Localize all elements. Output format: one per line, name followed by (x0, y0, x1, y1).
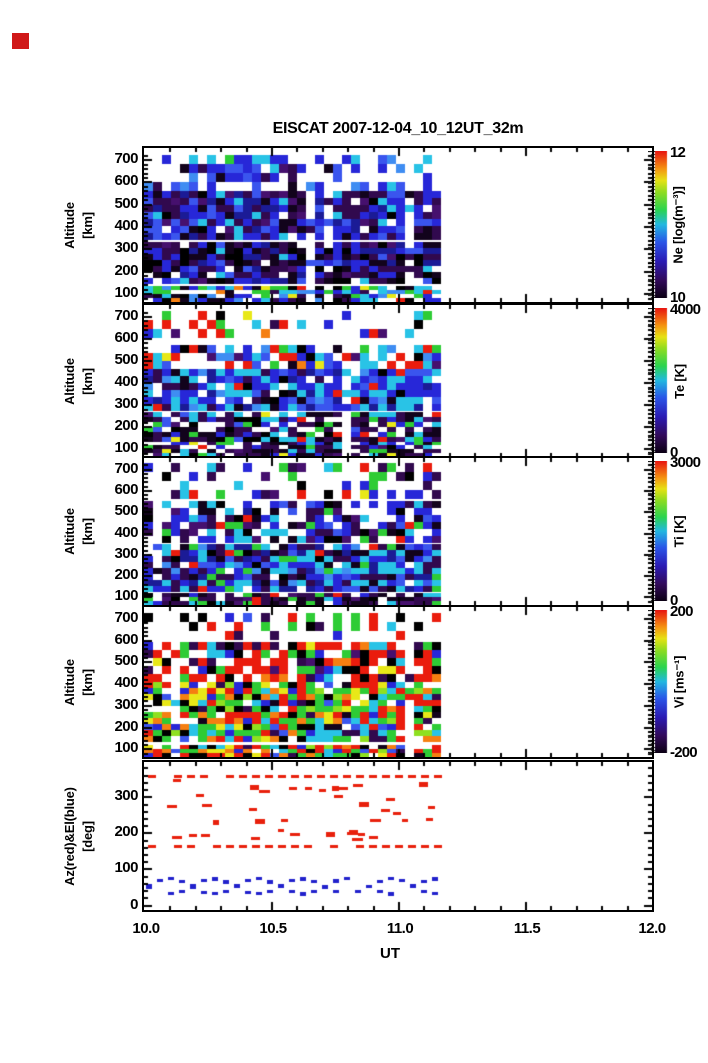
panel-ne (142, 146, 654, 304)
panel-canvas-ne (144, 148, 652, 302)
axis-label-text: [km] (79, 668, 95, 696)
figure-title: EISCAT 2007-12-04_10_12UT_32m (272, 120, 524, 137)
y-tick-label: 300 (114, 545, 138, 562)
y-tick-label: 600 (114, 481, 138, 498)
altitude-axis-label: Altitude (60, 305, 78, 457)
y-tick-label: 0 (130, 896, 138, 913)
colorbar-title-text: Ti [K] (671, 515, 687, 548)
axis-label-text: Altitude (61, 201, 77, 249)
colorbar-ne (648, 151, 668, 298)
y-tick-label: 100 (114, 284, 138, 301)
panel-canvas-vi (144, 607, 652, 757)
altitude-axis-label: Altitude (60, 458, 78, 605)
y-tick-label: 600 (114, 631, 138, 648)
y-tick-label: 100 (114, 587, 138, 604)
y-tick-label: 200 (114, 823, 138, 840)
panel-canvas-te (144, 305, 652, 457)
y-tick-label: 100 (114, 439, 138, 456)
deg-axis-label: Az(red)&El(blue) (60, 762, 78, 910)
colorbar-vi (648, 610, 668, 753)
altitude-axis-label: Altitude (60, 148, 78, 302)
y-tick-label: 300 (114, 696, 138, 713)
colorbar-title: Vi [ms⁻¹] (662, 607, 696, 757)
colorbar-max-label: 12 (670, 144, 686, 161)
colorbar-title-text: Te [K] (671, 363, 687, 399)
altitude-axis-label: Altitude (60, 607, 78, 757)
axis-label-text: [km] (79, 211, 95, 239)
y-tick-label: 600 (114, 329, 138, 346)
y-tick-label: 300 (114, 239, 138, 256)
colorbar-ti (648, 461, 668, 601)
colorbar-title-text: Ne [log(m⁻³)] (671, 186, 687, 264)
y-tick-label: 300 (114, 395, 138, 412)
x-tick-label: 11.5 (513, 920, 541, 937)
y-tick-label: 100 (114, 739, 138, 756)
colorbar-title-text: Vi [ms⁻¹] (671, 655, 686, 709)
colorbar-title: Ne [log(m⁻³)] (662, 148, 696, 302)
panel-vi (142, 605, 654, 759)
y-tick-label: 300 (114, 787, 138, 804)
y-tick-label: 400 (114, 373, 138, 390)
y-tick-label: 500 (114, 195, 138, 212)
colorbar-min-label: 10 (670, 289, 686, 306)
panel-canvas-azel (144, 762, 652, 910)
y-tick-label: 400 (114, 674, 138, 691)
y-tick-label: 500 (114, 652, 138, 669)
axis-label-text: Altitude (61, 508, 77, 555)
axis-label-text: Altitude (61, 658, 77, 706)
y-tick-label: 200 (114, 262, 138, 279)
x-tick-label: 12.0 (638, 920, 666, 937)
y-tick-label: 200 (114, 718, 138, 735)
x-axis-label: UT (380, 945, 400, 962)
y-tick-label: 500 (114, 351, 138, 368)
x-tick-label: 11.0 (386, 920, 414, 937)
colorbar-max-label: 200 (670, 603, 693, 620)
y-tick-label: 700 (114, 150, 138, 167)
colorbar-title: Te [K] (662, 305, 696, 457)
colorbar-min-label: -200 (670, 744, 698, 761)
y-tick-label: 600 (114, 172, 138, 189)
corner-marker (12, 33, 29, 49)
y-tick-label: 500 (114, 502, 138, 519)
colorbar-min-label: 0 (670, 444, 678, 461)
colorbar-max-label: 3000 (670, 454, 701, 471)
x-tick-label: 10.5 (259, 920, 287, 937)
panel-ti (142, 456, 654, 607)
axis-label-text: [km] (79, 518, 95, 545)
y-tick-label: 400 (114, 217, 138, 234)
colorbar-min-label: 0 (670, 592, 678, 609)
x-tick-label: 10.0 (132, 920, 160, 937)
panel-te (142, 303, 654, 459)
axis-label-text: [deg] (79, 820, 95, 852)
y-tick-label: 100 (114, 859, 138, 876)
panel-canvas-ti (144, 458, 652, 605)
panel-azel (142, 760, 654, 912)
axis-label-text: Az(red)&El(blue) (61, 786, 77, 886)
axis-label-text: [km] (79, 367, 95, 395)
y-tick-label: 700 (114, 609, 138, 626)
colorbar-max-label: 4000 (670, 301, 701, 318)
colorbar-title: Ti [K] (662, 458, 696, 605)
y-tick-label: 400 (114, 524, 138, 541)
axis-label-text: Altitude (61, 357, 77, 405)
y-tick-label: 700 (114, 307, 138, 324)
y-tick-label: 200 (114, 566, 138, 583)
y-tick-label: 200 (114, 417, 138, 434)
y-tick-label: 700 (114, 460, 138, 477)
colorbar-te (648, 308, 668, 453)
